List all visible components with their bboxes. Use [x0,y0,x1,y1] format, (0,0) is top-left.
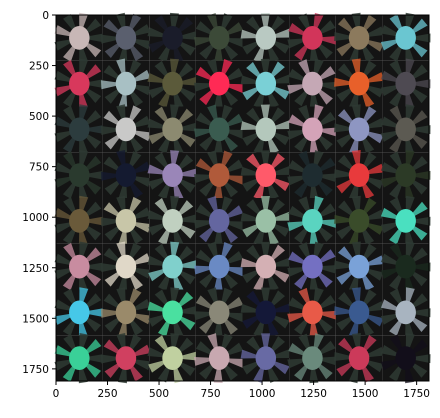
y-tick-label: 1750 [22,364,49,376]
image-tile [194,12,245,63]
x-tick-label: 500 [149,388,169,400]
image-tile [380,195,431,247]
image-tile [334,12,385,64]
image-tile [194,104,245,155]
x-tick-label: 750 [201,388,221,400]
image-tile [334,195,385,246]
image-tile [101,332,151,384]
image-tile [194,333,245,384]
image-tile [100,12,151,64]
image-tile [101,287,151,338]
image-tile [147,58,198,109]
x-tick-label: 1500 [352,388,379,400]
image-tile [54,58,105,109]
image-tile [334,58,385,109]
image-tile [380,287,431,338]
image-tile [194,150,245,201]
x-tick-label: 0 [53,388,60,400]
image-tile [101,149,151,201]
image-tile [54,12,105,64]
image-tile [100,58,151,109]
image-tile [54,241,105,292]
image-grid [54,12,431,384]
y-tick-label: 1500 [22,313,49,325]
image-tile [380,241,431,292]
image-tile [147,12,198,63]
y-axis: 0 250 500 750 1000 1250 1500 1750 [22,10,56,376]
image-tile [334,150,385,201]
image-tile [287,241,338,292]
image-tile [380,58,431,109]
image-tile [147,104,198,155]
image-tile [147,195,198,246]
image-tile [334,333,385,384]
image-tile [194,287,245,338]
image-tile [240,196,291,246]
image-tile [240,13,291,63]
image-tile [54,104,105,155]
y-tick-label: 1250 [22,263,49,275]
image-tile [194,241,245,292]
image-tile [240,287,291,338]
image-tile [101,195,151,247]
x-tick-label: 1000 [249,388,276,400]
image-tile [194,58,245,109]
image-tile [54,332,105,384]
x-axis: 0 250 500 750 1000 1250 1500 1750 [53,381,430,400]
x-tick-label: 250 [97,388,117,400]
image-tile [287,333,338,384]
x-tick-label: 1750 [403,388,430,400]
axes-frame [55,14,430,382]
image-tile [287,287,338,338]
image-tile [101,104,151,155]
image-tile [334,287,385,338]
image-tile [194,195,245,246]
image-tile [240,150,291,200]
y-tick-label: 0 [42,10,49,22]
image-tile [101,241,151,292]
image-tile [380,12,431,64]
image-tile [240,333,291,383]
image-tile [54,287,105,338]
x-tick-label: 1250 [300,388,327,400]
image-tile [240,241,291,292]
image-tile [54,195,105,247]
y-tick-label: 750 [29,162,49,174]
image-tile [147,333,198,384]
image-tile [240,104,291,155]
image-tile [334,241,385,292]
image-tile [287,58,338,109]
image-tile [380,149,431,201]
image-tile [287,150,338,201]
image-tile [380,104,431,155]
image-tile [380,332,431,384]
image-tile [287,104,338,155]
y-tick-label: 1000 [22,212,49,224]
y-tick-label: 500 [29,111,49,123]
image-tile [147,150,198,201]
image-tile [287,195,338,246]
image-tile [54,149,105,201]
y-tick-label: 250 [29,61,49,73]
image-tile [147,241,198,292]
image-tile [334,104,385,155]
image-tile [240,58,291,109]
image-tile [147,287,198,338]
image-tile [287,12,338,63]
